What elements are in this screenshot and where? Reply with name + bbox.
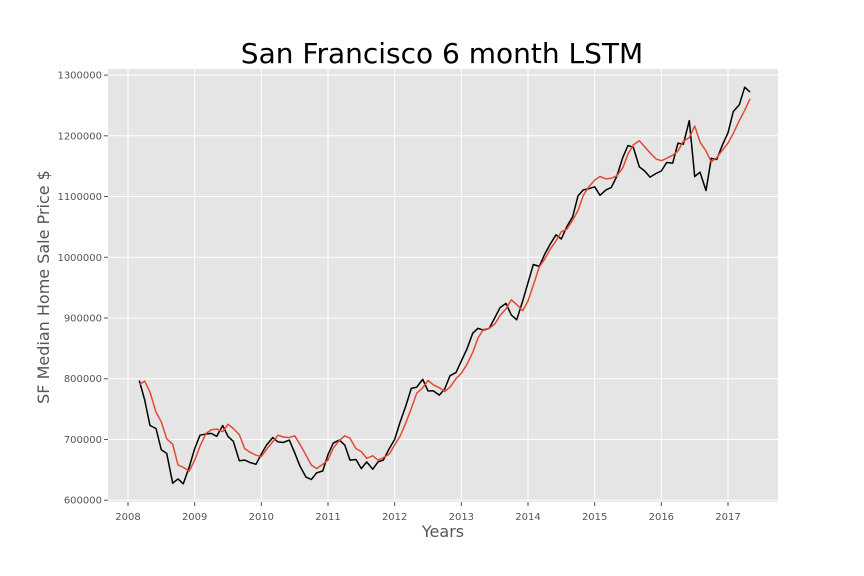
grid [108, 69, 778, 502]
x-axis-label: Years [421, 522, 464, 541]
x-tick-label: 2010 [249, 512, 274, 523]
y-tick-label: 900000 [64, 313, 102, 324]
y-tick-label: 1300000 [57, 71, 102, 82]
y-tick-label: 700000 [64, 435, 102, 446]
y-tick-label: 600000 [64, 496, 102, 507]
x-tick-label: 2009 [182, 512, 207, 523]
plot-area [108, 69, 778, 502]
y-axis: 600000 700000 800000 900000 1000000 1100000 12… [57, 71, 108, 507]
y-tick-label: 1000000 [57, 253, 102, 264]
x-tick-label: 2008 [115, 512, 140, 523]
y-tick-label: 1200000 [57, 131, 102, 142]
y-tick-label: 800000 [64, 374, 102, 385]
y-tick-label: 1100000 [57, 192, 102, 203]
x-tick-label: 2017 [715, 512, 740, 523]
series-lines [138, 86, 751, 485]
x-tick-label: 2014 [515, 512, 540, 523]
x-tick-label: 2011 [315, 512, 340, 523]
series-line-2 [138, 98, 751, 472]
x-tick-label: 2016 [649, 512, 674, 523]
chart-title: San Francisco 6 month LSTM [241, 37, 643, 70]
x-tick-label: 2015 [582, 512, 607, 523]
x-tick-label: 2012 [382, 512, 407, 523]
series-line-1 [138, 86, 751, 485]
x-tick-label: 2013 [449, 512, 474, 523]
x-axis: 2008 2009 2010 2011 2012 2013 2014 2015 2016 2017 [115, 502, 741, 523]
y-axis-label: SF Median Home Sale Price $ [34, 170, 53, 404]
